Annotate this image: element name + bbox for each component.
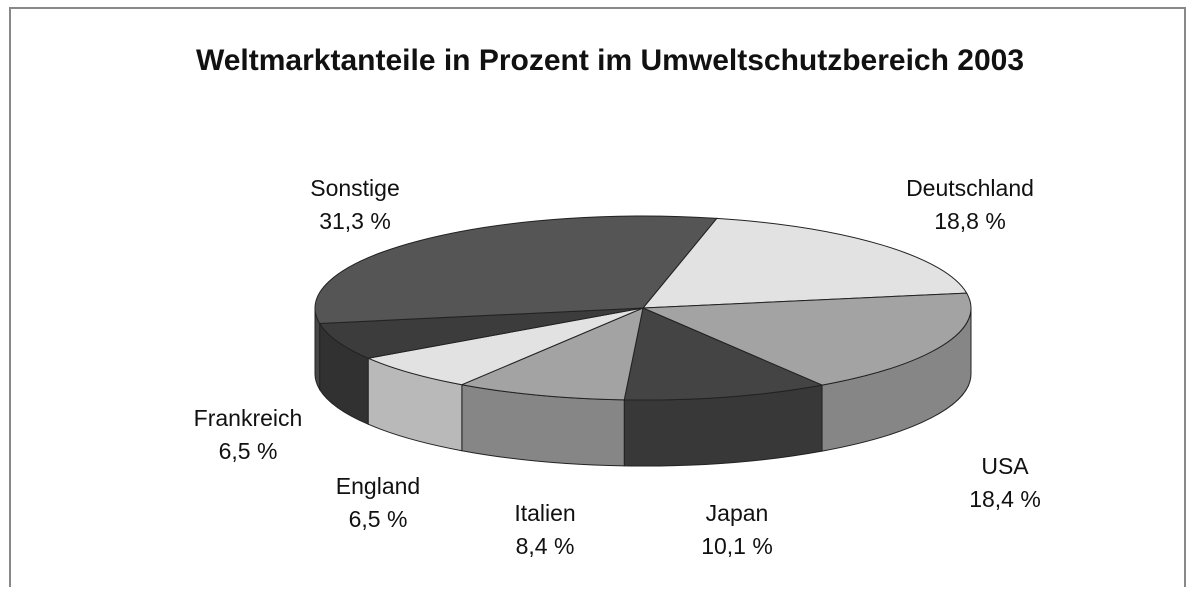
pie-slice (641, 217, 968, 309)
chart-frame (9, 7, 1186, 592)
slice-label: Frankreich (194, 405, 303, 431)
slice-label: USA (981, 453, 1029, 479)
pie-tops (314, 215, 972, 401)
slice-label: England (336, 473, 420, 499)
pie-labels: Deutschland 18,8 % USA 18,4 % Japan 10,1 % Ita… (194, 175, 1041, 559)
slice-label: Italien (514, 500, 575, 526)
slice-value-label: 18,4 % (969, 486, 1041, 512)
pie-slice (366, 307, 644, 386)
slice-value-label: 6,5 % (349, 506, 408, 532)
slice-label: Japan (706, 500, 769, 526)
slice-value-label: 8,4 % (516, 533, 575, 559)
pie-slice (642, 292, 972, 386)
chart-title: Weltmarktanteile in Prozent im Umweltsch… (196, 44, 1024, 77)
slice-value-label: 31,3 % (319, 208, 391, 234)
slice-value-label: 6,5 % (219, 438, 278, 464)
slice-value-label: 10,1 % (701, 533, 773, 559)
pie-slice (623, 307, 824, 401)
slice-label: Deutschland (906, 175, 1034, 201)
pie-slice (314, 215, 718, 324)
pie-slice (460, 307, 644, 401)
pie-slice (318, 307, 644, 359)
slice-value-label: 18,8 % (934, 208, 1006, 234)
slice-label: Sonstige (310, 175, 400, 201)
